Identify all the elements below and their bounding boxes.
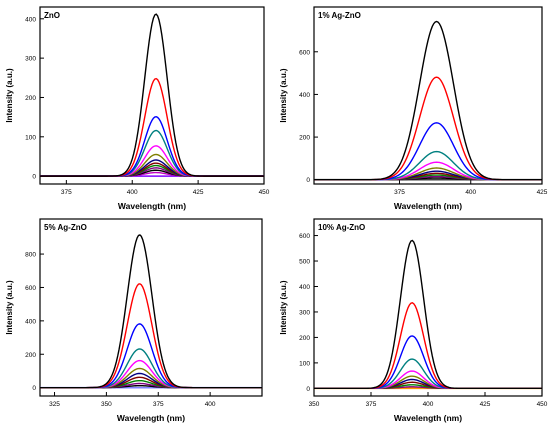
- x-tick-label: 400: [465, 189, 476, 196]
- y-tick-label: 600: [25, 285, 36, 292]
- x-tick-label: 450: [537, 401, 548, 408]
- x-tick-label: 425: [193, 189, 204, 196]
- y-tick-label: 100: [25, 134, 36, 141]
- y-tick-label: 400: [25, 318, 36, 325]
- x-tick-label: 325: [49, 401, 60, 408]
- y-axis-label: Intensity (a.u.): [279, 68, 288, 123]
- panel-title: 5% Ag-ZnO: [44, 223, 87, 232]
- panel-title: 1% Ag-ZnO: [318, 11, 361, 20]
- plot-frame: [39, 218, 263, 397]
- y-axis-label: Intensity (a.u.): [5, 280, 14, 335]
- y-tick-label: 200: [25, 95, 36, 102]
- x-tick-label: 375: [366, 401, 377, 408]
- x-axis-label: Wavelength (nm): [394, 201, 462, 211]
- y-tick-label: 0: [32, 385, 36, 392]
- y-tick-label: 0: [306, 386, 310, 393]
- y-tick-label: 300: [299, 309, 310, 316]
- y-tick-label: 800: [25, 252, 36, 259]
- y-tick-label: 300: [25, 56, 36, 63]
- x-axis-label: Wavelength (nm): [118, 201, 186, 211]
- x-tick-label: 350: [309, 401, 320, 408]
- plot-frame: [39, 6, 265, 185]
- panel-title: ZnO: [44, 11, 60, 20]
- series-line-1: [40, 234, 262, 389]
- y-tick-label: 200: [299, 135, 310, 142]
- chart-panel-1: 0 100 200 300 400 375 400 425 450 Wavelength (nm)…: [5, 6, 270, 211]
- x-tick-label: 425: [480, 401, 491, 408]
- y-tick-label: 200: [299, 335, 310, 342]
- y-tick-label: 0: [32, 174, 36, 181]
- y-tick-label: 500: [299, 259, 310, 266]
- x-tick-label: 375: [394, 189, 405, 196]
- y-tick-label: 400: [299, 284, 310, 291]
- y-axis-label: Intensity (a.u.): [279, 280, 288, 335]
- panel-title: 10% Ag-ZnO: [318, 223, 365, 232]
- y-tick-label: 400: [25, 16, 36, 23]
- x-tick-label: 375: [61, 189, 72, 196]
- series-line-1: [40, 13, 264, 177]
- chart-panel-4: 0 100 200 300 400 500 600 350 375 400 425 450 Wavele…: [279, 218, 548, 423]
- x-axis-label: Wavelength (nm): [117, 413, 185, 423]
- chart-panel-3: 0 200 400 600 800 325 350 375 400 Wavelength (nm)…: [5, 218, 263, 423]
- y-tick-label: 200: [25, 352, 36, 359]
- y-tick-label: 100: [299, 360, 310, 367]
- y-axis-label: Intensity (a.u.): [5, 68, 14, 123]
- x-tick-label: 400: [205, 401, 216, 408]
- y-tick-label: 600: [299, 49, 310, 56]
- x-tick-label: 425: [537, 189, 548, 196]
- y-tick-label: 0: [306, 177, 310, 184]
- chart-panel-2: 0 200 400 600 375 400 425 Wavelength (nm) Intens…: [279, 6, 548, 211]
- y-tick-label: 600: [299, 233, 310, 240]
- x-tick-label: 350: [101, 401, 112, 408]
- x-axis-label: Wavelength (nm): [394, 413, 462, 423]
- x-tick-label: 450: [259, 189, 270, 196]
- series-line-1: [314, 20, 542, 181]
- x-tick-label: 375: [153, 401, 164, 408]
- x-tick-label: 400: [127, 189, 138, 196]
- plot-frame: [313, 6, 543, 185]
- series-line-1: [314, 239, 542, 390]
- y-tick-label: 400: [299, 92, 310, 99]
- x-tick-label: 400: [423, 401, 434, 408]
